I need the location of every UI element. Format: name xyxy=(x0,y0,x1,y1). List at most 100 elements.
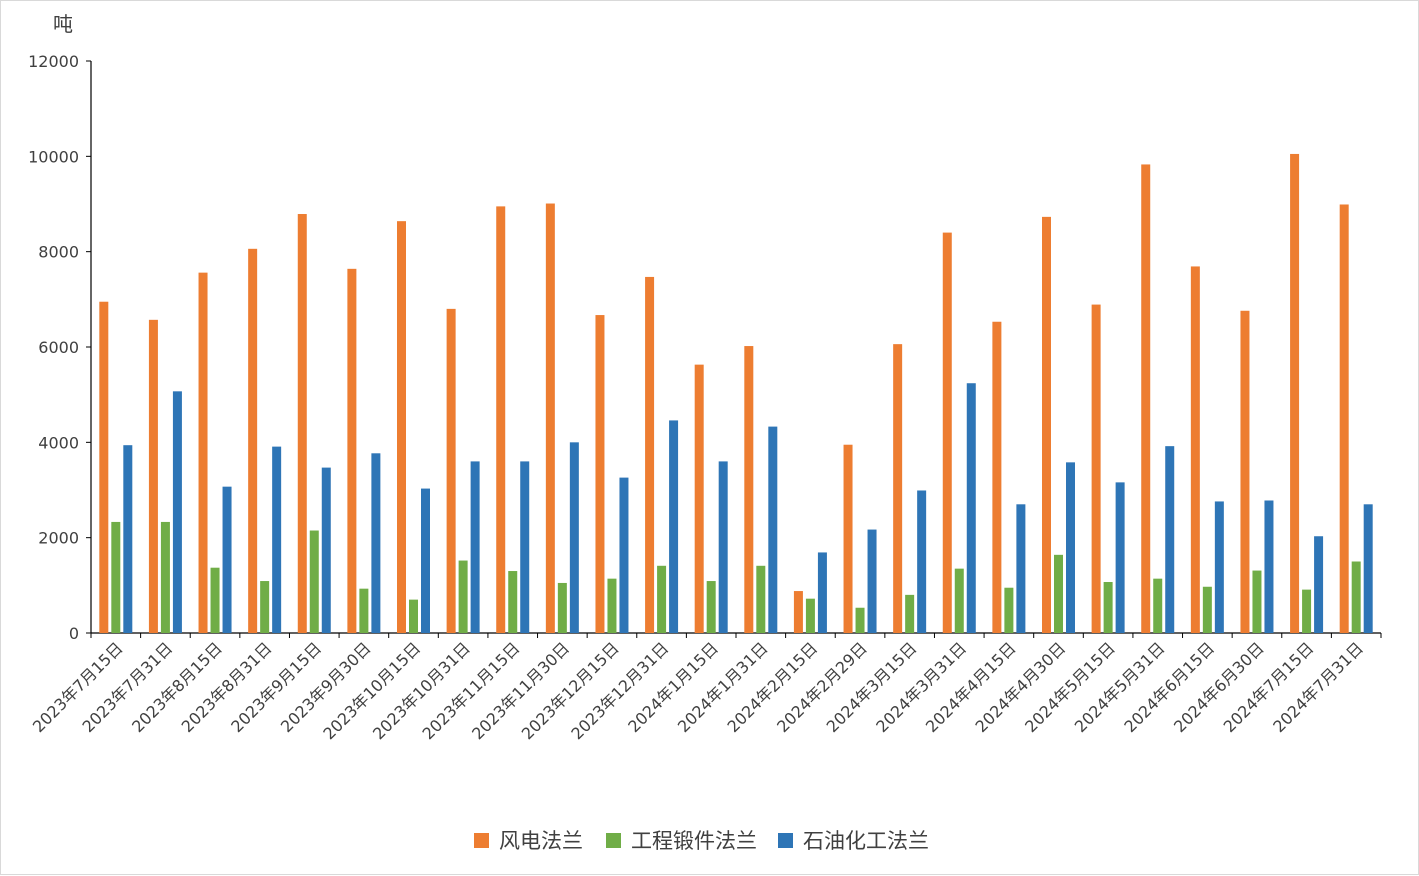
x-tick-label: 2023年8月15日 xyxy=(128,638,226,736)
x-tick-label: 2023年7月31日 xyxy=(78,638,176,736)
bar-petro xyxy=(917,490,927,633)
x-tick-label: 2024年3月15日 xyxy=(823,638,921,736)
bar-wind xyxy=(1290,153,1300,633)
bar-wind xyxy=(397,221,406,633)
bar-wind xyxy=(843,444,853,633)
bar-forging xyxy=(756,565,766,633)
bar-wind xyxy=(297,214,307,633)
bar-forging xyxy=(1004,587,1014,633)
bar-petro xyxy=(817,552,827,633)
x-tick-label: 2024年1月15日 xyxy=(624,638,722,736)
bar-forging xyxy=(210,567,220,633)
bar-wind xyxy=(1091,304,1101,633)
y-tick-label: 4000 xyxy=(38,433,79,452)
x-tick-label: 2024年3月31日 xyxy=(872,638,970,736)
bar-wind xyxy=(645,276,655,633)
x-tick-label: 2024年5月31日 xyxy=(1071,638,1169,736)
bar-forging xyxy=(1252,570,1262,633)
bar-forging xyxy=(1054,554,1063,633)
bar-forging xyxy=(1302,589,1312,633)
y-tick-label: 8000 xyxy=(38,243,79,262)
bar-wind xyxy=(1339,204,1349,634)
bar-forging xyxy=(359,588,369,633)
bar-wind xyxy=(198,272,208,633)
bar-petro xyxy=(569,442,579,633)
x-tick-label: 2024年4月30日 xyxy=(972,638,1070,736)
bar-forging xyxy=(309,530,319,633)
bar-petro xyxy=(1314,536,1324,633)
bar-petro xyxy=(272,446,282,633)
bar-forging xyxy=(1153,578,1163,633)
bar-forging xyxy=(160,521,170,633)
bar-petro xyxy=(1066,462,1075,633)
bar-forging xyxy=(657,565,667,633)
bar-forging xyxy=(905,594,915,633)
bar-petro xyxy=(966,383,976,633)
bar-petro xyxy=(1264,500,1274,633)
legend-swatch xyxy=(778,833,793,848)
x-tick-label: 2023年9月30日 xyxy=(277,638,375,736)
bar-petro xyxy=(1363,504,1373,633)
bar-petro xyxy=(768,426,778,633)
bar-wind xyxy=(1190,266,1200,633)
legend-label: 石油化工法兰 xyxy=(803,829,929,853)
x-tick-label: 2024年5月15日 xyxy=(1021,638,1119,736)
bar-forging xyxy=(458,560,468,633)
bar-forging xyxy=(855,607,865,633)
bar-petro xyxy=(123,445,133,633)
bar-forging xyxy=(508,571,518,633)
bar-petro xyxy=(619,477,629,633)
x-tick-label: 2024年7月31日 xyxy=(1269,638,1367,736)
x-tick-label: 2024年4月15日 xyxy=(922,638,1020,736)
bar-petro xyxy=(421,488,430,633)
bar-forging xyxy=(1103,582,1113,633)
bar-petro xyxy=(867,529,877,633)
x-tick-label: 2024年6月15日 xyxy=(1120,638,1218,736)
legend-swatch xyxy=(474,833,489,848)
x-tick-label: 2023年7月15日 xyxy=(29,638,127,736)
y-axis-unit-label: 吨 xyxy=(53,12,73,36)
bar-petro xyxy=(371,453,381,633)
bar-petro xyxy=(470,461,480,633)
bar-forging xyxy=(111,521,121,633)
bar-petro xyxy=(321,467,331,633)
bar-forging xyxy=(607,578,617,633)
y-tick-label: 10000 xyxy=(28,147,79,166)
bar-forging xyxy=(557,582,567,633)
bar-forging xyxy=(1202,586,1212,633)
bar-wind xyxy=(1240,310,1250,633)
bars xyxy=(99,153,1373,634)
bar-petro xyxy=(1016,504,1026,633)
x-tick-label: 2023年9月15日 xyxy=(227,638,325,736)
bar-wind xyxy=(446,308,456,633)
bar-wind xyxy=(744,346,754,633)
x-tick-label: 2024年1月31日 xyxy=(674,638,772,736)
bar-forging xyxy=(954,568,964,633)
bar-forging xyxy=(260,581,270,633)
x-tick-label: 2023年8月31日 xyxy=(178,638,276,736)
y-tick-label: 0 xyxy=(69,624,79,643)
y-tick-label: 6000 xyxy=(38,338,79,357)
bar-petro xyxy=(1165,446,1175,633)
x-tick-label: 2024年2月15日 xyxy=(723,638,821,736)
bar-wind xyxy=(545,203,555,633)
bar-wind xyxy=(992,321,1002,633)
bar-wind xyxy=(347,268,357,633)
bar-forging xyxy=(409,599,418,633)
bar-forging xyxy=(706,581,716,633)
bar-petro xyxy=(1115,482,1125,633)
bar-wind xyxy=(793,591,803,633)
legend-label: 风电法兰 xyxy=(499,829,583,853)
legend-label: 工程锻件法兰 xyxy=(631,829,757,853)
legend-swatch xyxy=(606,833,621,848)
bar-wind xyxy=(148,319,158,633)
x-tick-label: 2024年2月29日 xyxy=(773,638,871,736)
bar-petro xyxy=(669,420,679,633)
legend: 风电法兰 工程锻件法兰 石油化工法兰 xyxy=(474,829,929,853)
bar-wind xyxy=(942,232,952,633)
bar-petro xyxy=(172,391,182,633)
bar-wind xyxy=(893,344,903,633)
bar-petro xyxy=(520,461,530,633)
x-tick-label: 2024年7月15日 xyxy=(1220,638,1318,736)
